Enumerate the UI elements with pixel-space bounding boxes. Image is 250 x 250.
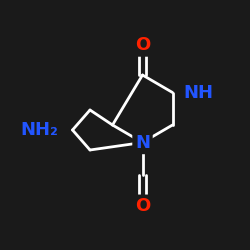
Text: N: N (135, 134, 150, 152)
Text: NH: NH (184, 84, 214, 102)
Text: O: O (135, 197, 150, 215)
Text: NH₂: NH₂ (21, 121, 59, 139)
Text: O: O (135, 36, 150, 54)
